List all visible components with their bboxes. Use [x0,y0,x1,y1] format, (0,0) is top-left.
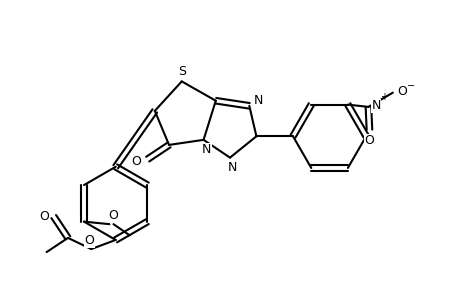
Text: O: O [364,134,374,147]
Text: −: − [406,81,414,91]
Text: N: N [202,143,211,157]
Text: +: + [379,92,387,102]
Text: O: O [108,208,118,221]
Text: O: O [131,155,141,168]
Text: N: N [253,94,263,107]
Text: N: N [370,99,380,112]
Text: N: N [227,161,236,174]
Text: S: S [177,65,185,78]
Text: O: O [396,85,406,98]
Text: O: O [39,210,50,223]
Text: O: O [84,234,94,248]
